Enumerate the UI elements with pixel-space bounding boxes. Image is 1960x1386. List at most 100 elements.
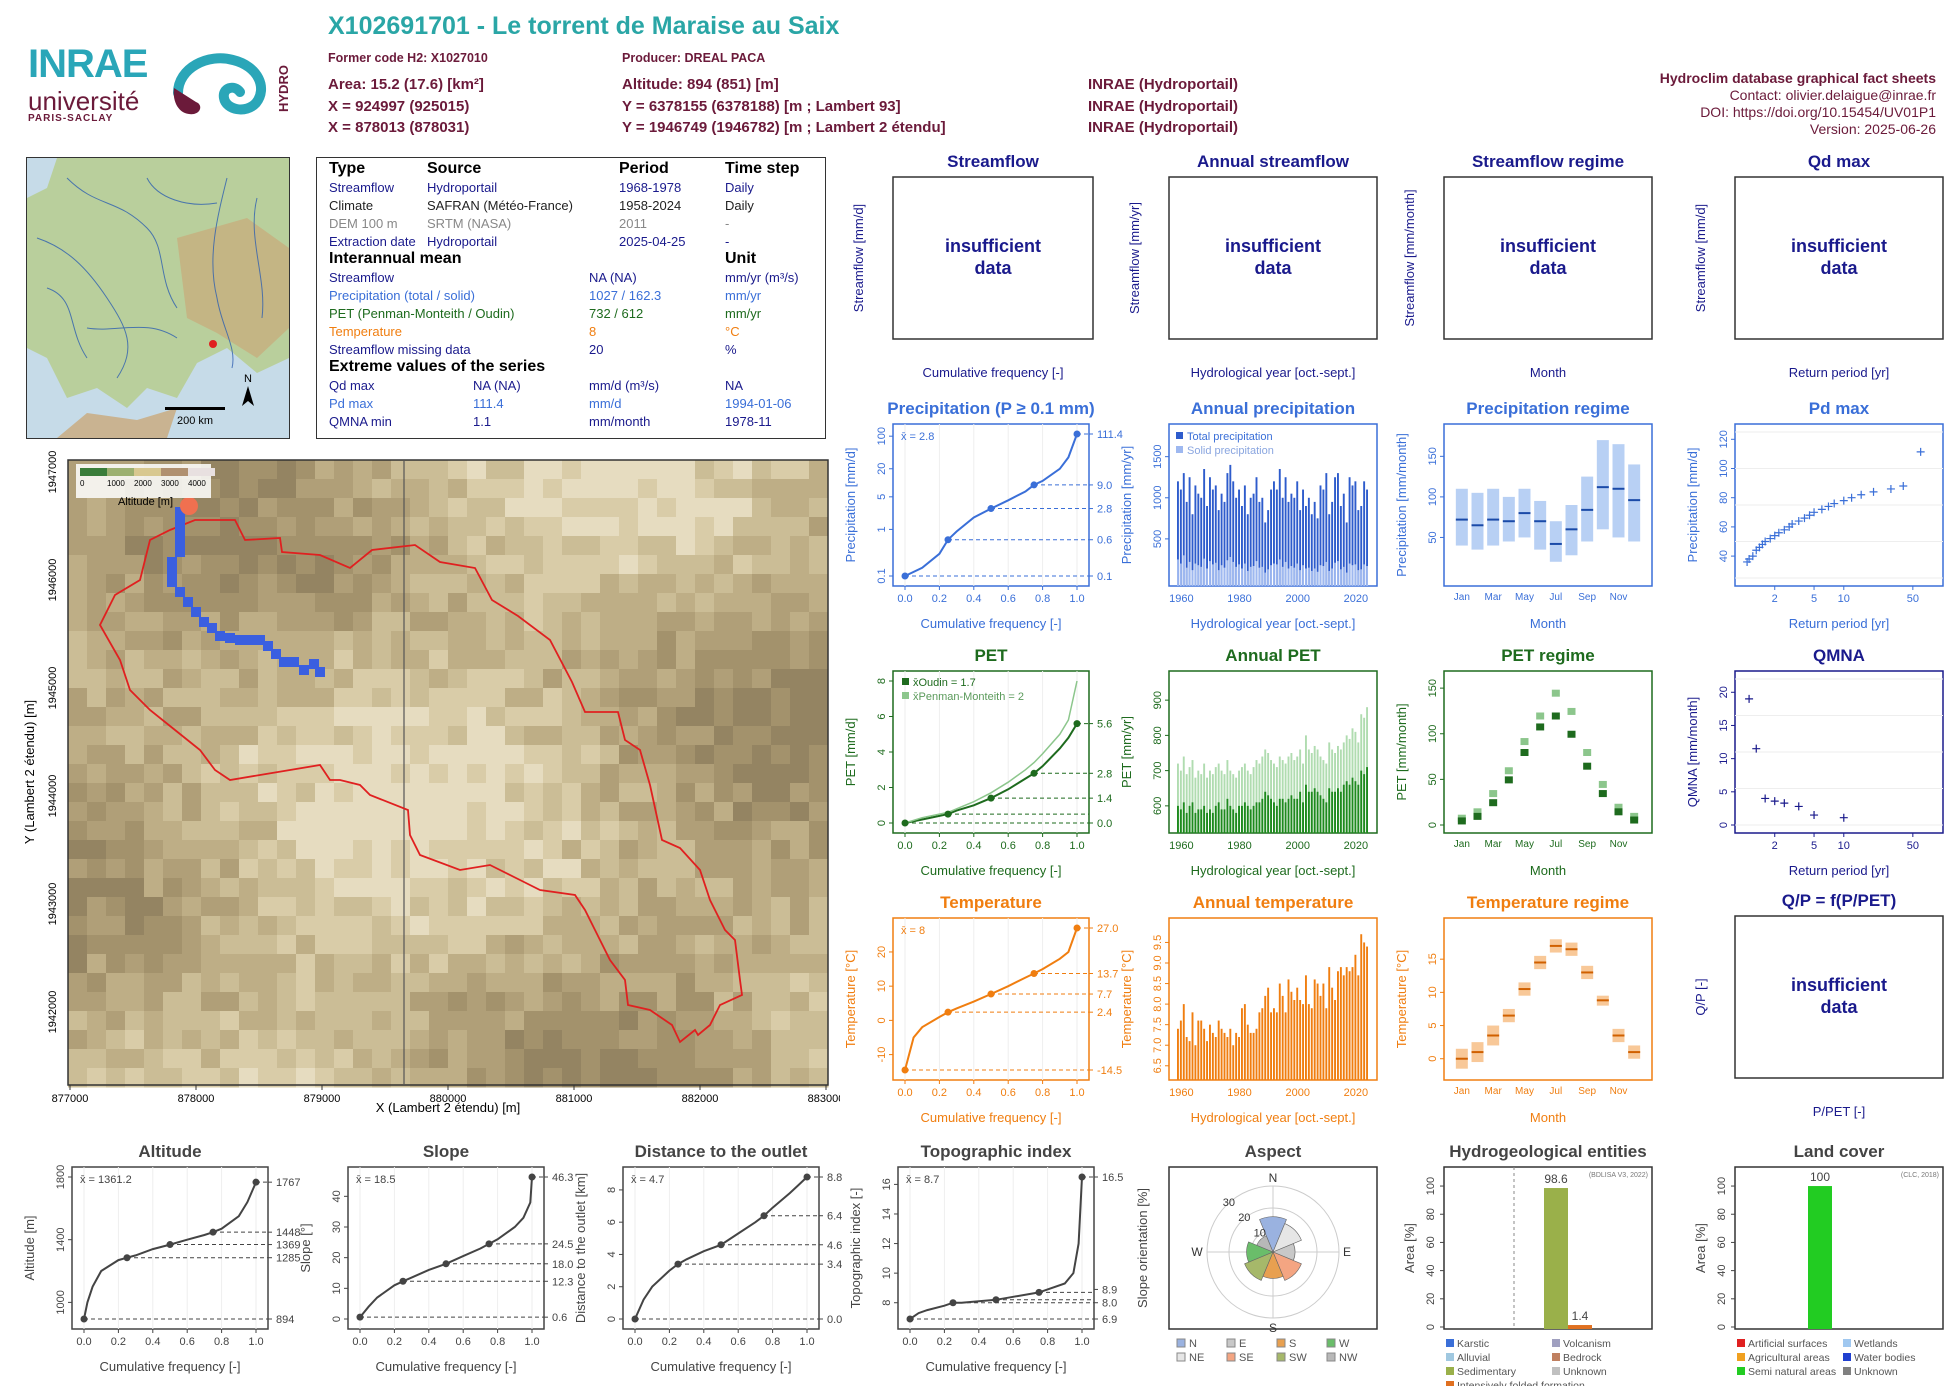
legend-swatch	[1276, 1338, 1286, 1348]
dem-cell	[372, 479, 392, 499]
dem-cell	[258, 574, 278, 594]
dem-cell	[315, 631, 335, 651]
x-tick-label: 10	[1838, 593, 1850, 605]
quantile-point	[528, 1173, 536, 1181]
y-axis-label: Altitude [m]	[22, 1215, 37, 1280]
right-tick-label: 1767	[276, 1177, 300, 1189]
dem-cell	[695, 555, 715, 575]
insufficient-data: data	[1529, 258, 1567, 278]
y-tick-label: 80	[1425, 1208, 1437, 1220]
quantile-point	[485, 1240, 493, 1248]
dem-cell	[619, 574, 639, 594]
quantile-point	[901, 1066, 909, 1074]
x-tick-label: 2020	[1344, 1087, 1368, 1099]
regime-box	[1549, 521, 1562, 562]
bar	[1281, 995, 1284, 1080]
regime-mark	[1504, 776, 1513, 784]
quantile-point	[1030, 769, 1038, 777]
dem-cell	[581, 631, 601, 651]
dem-cell	[68, 536, 88, 556]
dem-cell	[220, 555, 240, 575]
insufficient-data: data	[1820, 997, 1858, 1017]
x-tick-label: 0.4	[966, 593, 981, 605]
dem-cell	[334, 593, 354, 613]
dem-cell	[505, 479, 525, 499]
panel-title: Hydrogeological entities	[1449, 1142, 1646, 1161]
y-tick-label: 0	[606, 1316, 618, 1322]
dem-cell	[334, 460, 354, 480]
dem-cell	[733, 612, 753, 632]
legend-swatch	[1737, 1339, 1745, 1347]
dem-cell	[467, 460, 487, 480]
y-tick-label: 4	[606, 1251, 618, 1257]
mean-label: x̄ = 2.8	[901, 431, 934, 443]
ia-unit: %	[725, 342, 737, 357]
contact[interactable]: Contact: olivier.delaigue@inrae.fr	[1729, 87, 1936, 103]
doi-link[interactable]: DOI: https://doi.org/10.15454/UV01P1	[1700, 104, 1936, 120]
dem-cell	[391, 479, 411, 499]
dem-cell	[391, 631, 411, 651]
x-axis-label: P/PET [-]	[1813, 1104, 1866, 1119]
dem-cell	[467, 479, 487, 499]
dem-cell	[695, 536, 715, 556]
y-tick-label: 60	[1716, 1236, 1728, 1248]
x-tick-label: 1980	[1227, 1087, 1251, 1099]
y-tick-label: 1800	[55, 1165, 67, 1189]
panel-temp_regime: Temperature regime Month Temperature [°C] J…	[1394, 893, 1653, 1125]
dem-cell	[790, 517, 810, 537]
dem-cell	[695, 479, 715, 499]
legend-swatch	[1446, 1339, 1454, 1347]
dem-cell	[638, 517, 658, 537]
x-tick-label: 0.6	[1001, 840, 1016, 852]
dem-cell	[524, 460, 544, 480]
legend-label: Alluvial	[1457, 1352, 1490, 1364]
version: Version: 2025-06-26	[1809, 121, 1936, 137]
x-tick-label: Nov	[1610, 839, 1628, 850]
right-tick-label: 7.7	[1097, 989, 1112, 1001]
y-tick-label: 14	[881, 1208, 893, 1220]
dem-cell	[239, 612, 259, 632]
bar	[1357, 975, 1360, 1080]
dem-cell	[638, 612, 658, 632]
dem-cell	[353, 612, 373, 632]
bar	[1179, 1020, 1182, 1080]
dem-cell	[239, 479, 259, 499]
source-3: INRAE (Hydroportail)	[1088, 119, 1238, 136]
dem-cell	[68, 650, 88, 670]
legend-swatch	[1552, 1353, 1560, 1361]
dem-cell	[619, 536, 639, 556]
dem-cell	[391, 498, 411, 518]
dem-cell	[163, 650, 183, 670]
bar	[1226, 1037, 1229, 1080]
dem-cell	[695, 574, 715, 594]
y-axis-label: Temperature [°C]	[1119, 950, 1134, 1048]
quantile-point	[1078, 1173, 1086, 1181]
dem-cell	[638, 593, 658, 613]
dem-cell	[733, 498, 753, 518]
bar	[1354, 781, 1357, 833]
bar-value-label: 100	[1810, 1170, 1830, 1184]
ia-value: NA (NA)	[589, 270, 637, 285]
x-tick-label: 5	[1811, 840, 1817, 852]
x-tick-label: 0.2	[932, 1087, 947, 1099]
dem-cell	[543, 536, 563, 556]
bar	[1235, 1032, 1238, 1080]
bar	[1337, 971, 1339, 1080]
dem-cell	[524, 574, 544, 594]
panel-qmna: QMNA Return period [yr] QMNA [mm/month] 2 5 1…	[1685, 646, 1944, 878]
dem-cell	[353, 536, 373, 556]
right-tick-label: 111.4	[1097, 429, 1123, 441]
dem-cell	[467, 631, 487, 651]
dem-cell	[106, 593, 126, 613]
legend-label: Solid precipitation	[1187, 445, 1274, 457]
x-tick-label: 0.8	[1035, 593, 1050, 605]
bar	[1206, 812, 1208, 833]
panel-hydrogeo: Hydrogeological entities Area [%] (BDLISA …	[1402, 1142, 1653, 1386]
bar	[1331, 987, 1334, 1080]
y-tick-label: 8.5	[1152, 976, 1164, 991]
bar-value-label: 98.6	[1544, 1172, 1568, 1186]
dem-cell	[505, 517, 525, 537]
bar	[1319, 565, 1322, 586]
dem-cell	[752, 498, 772, 518]
